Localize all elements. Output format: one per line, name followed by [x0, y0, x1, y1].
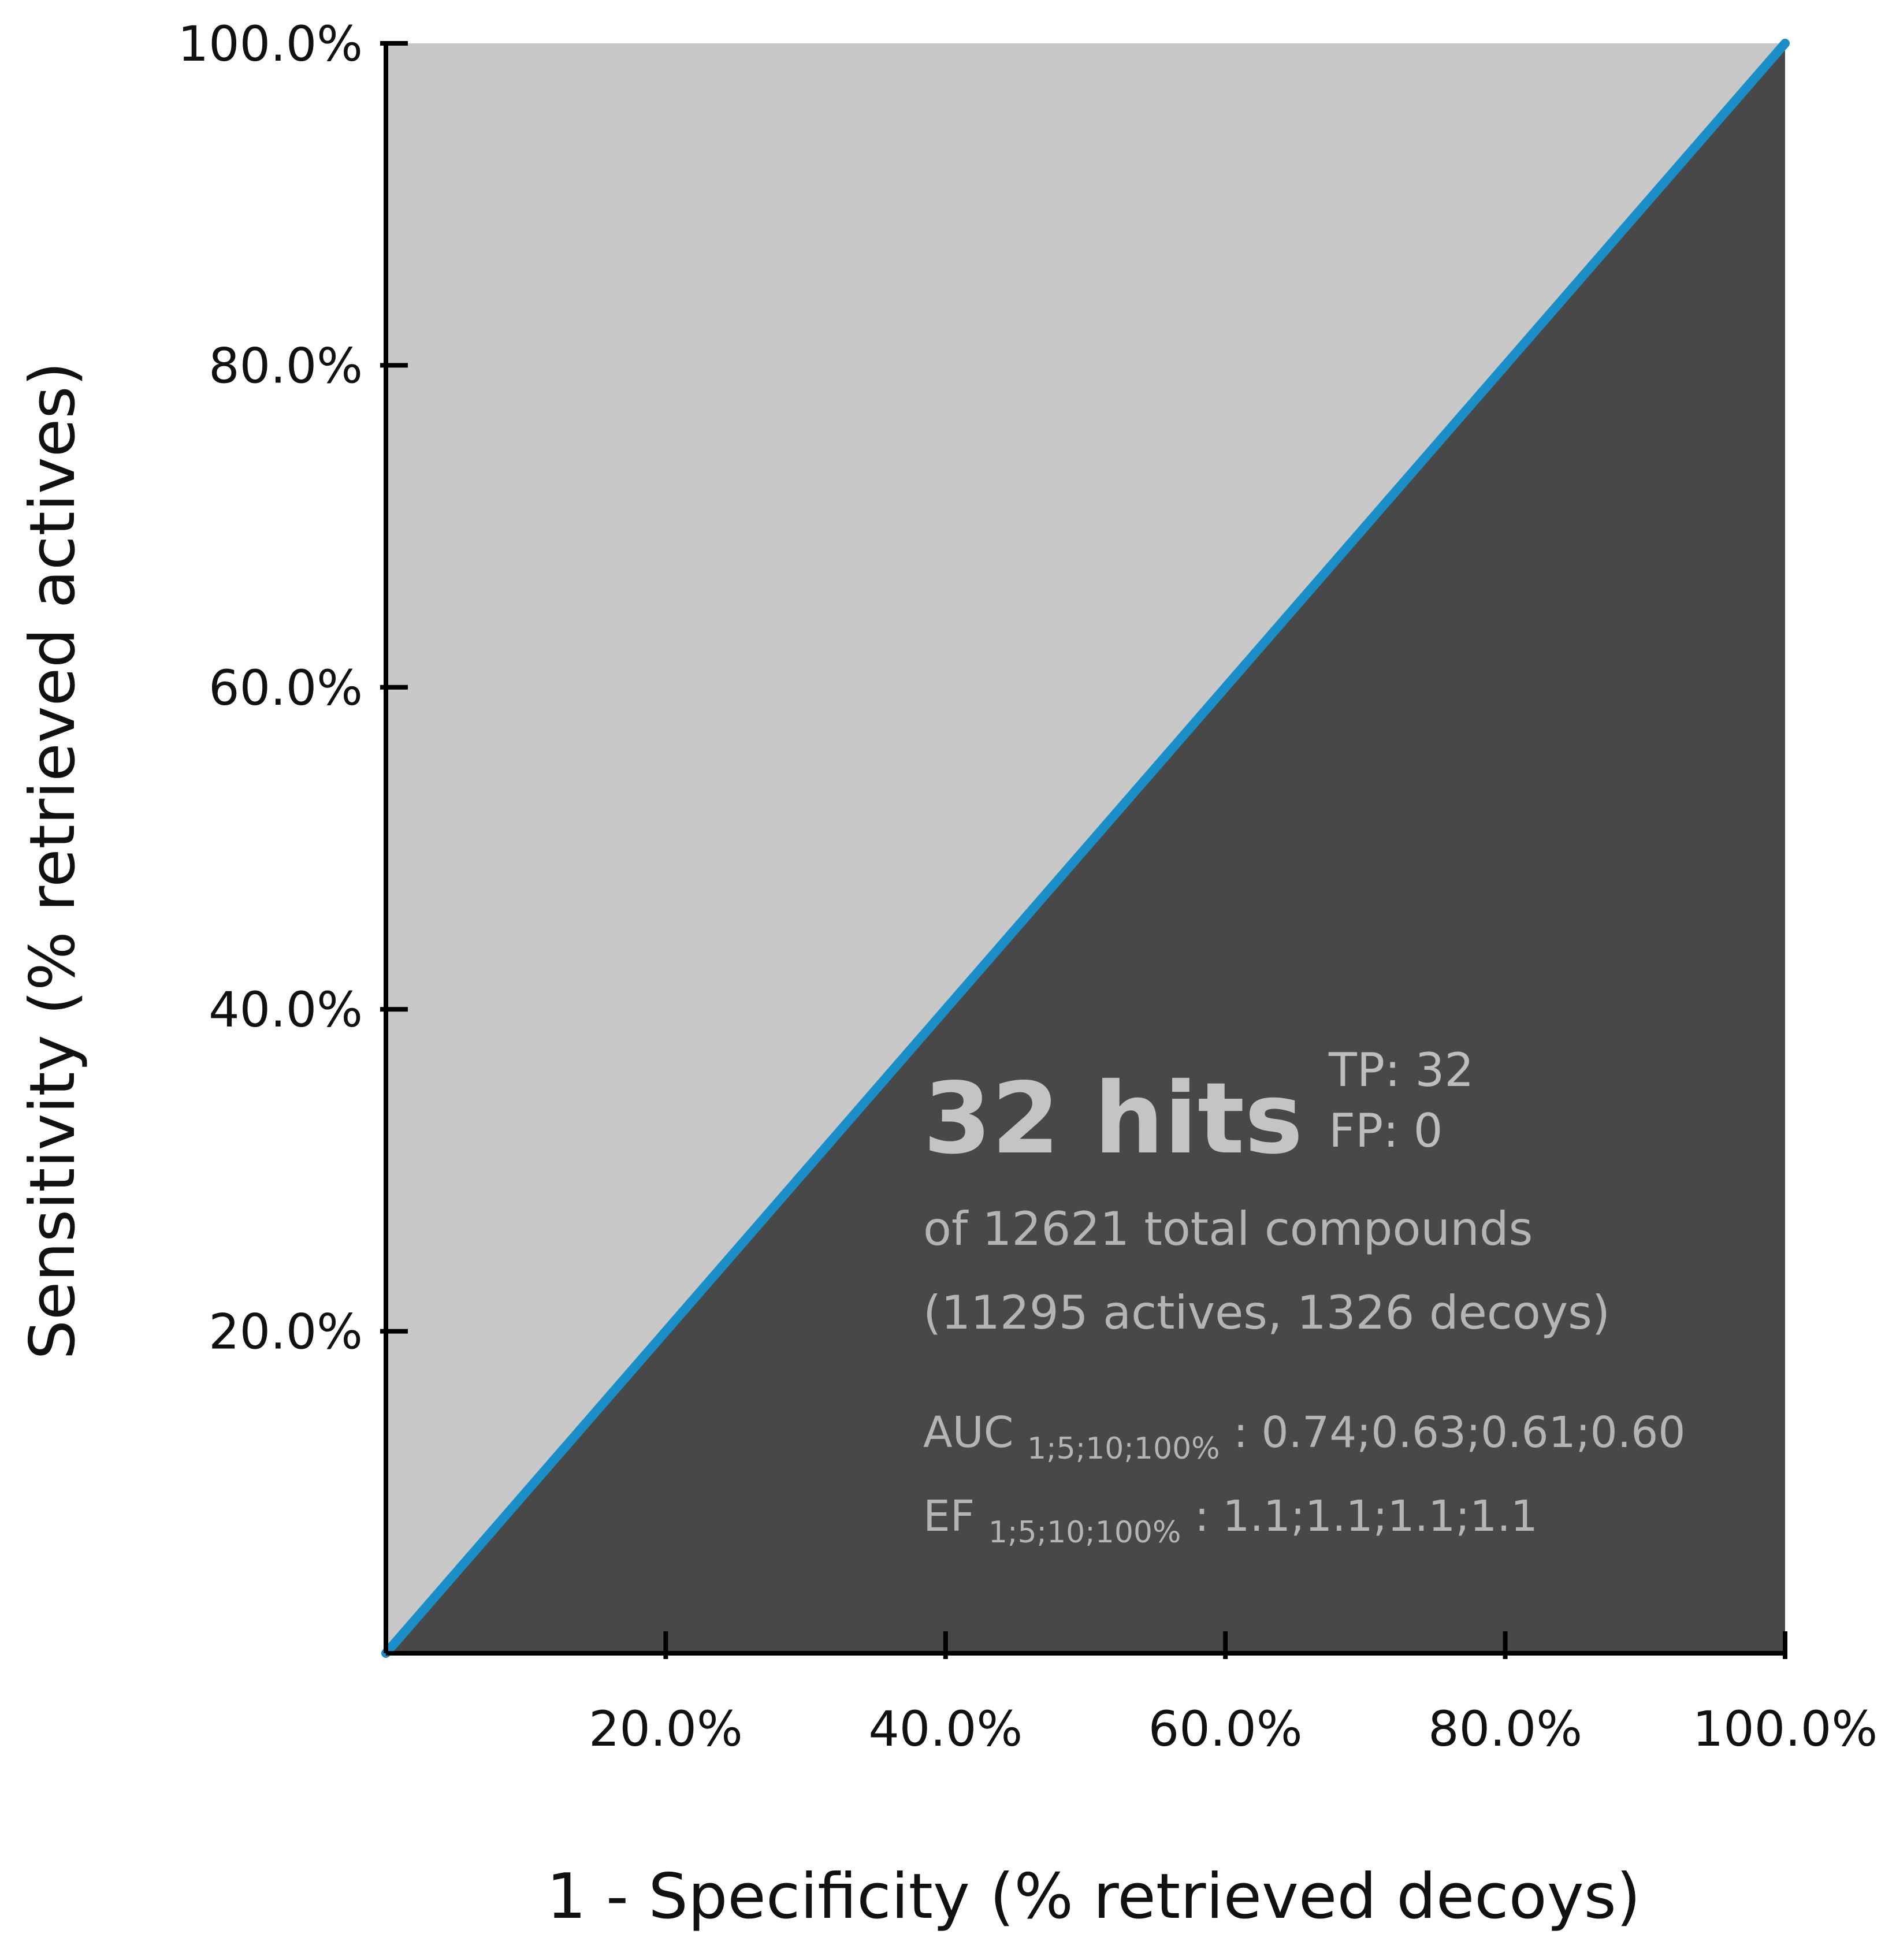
x-tick-label: 60.0%	[1148, 1701, 1303, 1757]
auc-label: AUC	[923, 1408, 1013, 1457]
auc-subscript: 1;5;10;100%	[1027, 1431, 1220, 1466]
y-tick-label: 80.0%	[209, 337, 363, 394]
y-axis-title: Sensitivity (% retrieved actives)	[17, 362, 89, 1359]
auc-values: AUC 1;5;10;100% : 0.74;0.63;0.61;0.60	[923, 1408, 1685, 1469]
y-tick-label: 20.0%	[209, 1304, 363, 1360]
ef-numbers: : 1.1;1.1;1.1;1.1	[1195, 1492, 1538, 1541]
x-tick-label: 20.0%	[589, 1701, 743, 1757]
x-tick-label: 100.0%	[1693, 1701, 1878, 1757]
stats-annotation: 32 hits TP: 32 FP: 0 of 12621 total comp…	[923, 1043, 1685, 1553]
ef-subscript: 1;5;10;100%	[988, 1515, 1181, 1550]
y-tick-label: 60.0%	[209, 660, 363, 716]
y-tick-label: 40.0%	[209, 981, 363, 1038]
hits-count: 32 hits	[923, 1062, 1303, 1176]
y-tick-label: 100.0%	[178, 16, 363, 72]
true-positives: TP: 32	[1328, 1043, 1474, 1097]
auc-numbers: : 0.74;0.63;0.61;0.60	[1233, 1408, 1685, 1457]
false-positives: FP: 0	[1329, 1104, 1443, 1158]
x-tick-label: 40.0%	[868, 1701, 1023, 1757]
ef-label: EF	[923, 1492, 975, 1541]
roc-curve-line	[381, 39, 1790, 1658]
axis-tick-labels: 20.0% 40.0% 60.0% 80.0% 100.0% 20.0% 40.0% 60.0…	[178, 16, 1878, 1757]
total-compounds: of 12621 total compounds	[923, 1202, 1533, 1256]
ef-values: EF 1;5;10;100% : 1.1;1.1;1.1;1.1	[923, 1492, 1538, 1553]
actives-decoys-breakdown: (11295 actives, 1326 decoys)	[923, 1286, 1610, 1340]
axis-ticks	[380, 41, 1787, 1659]
x-tick-label: 80.0%	[1428, 1701, 1582, 1757]
x-axis-title: 1 - Specificity (% retrieved decoys)	[547, 1861, 1641, 1933]
